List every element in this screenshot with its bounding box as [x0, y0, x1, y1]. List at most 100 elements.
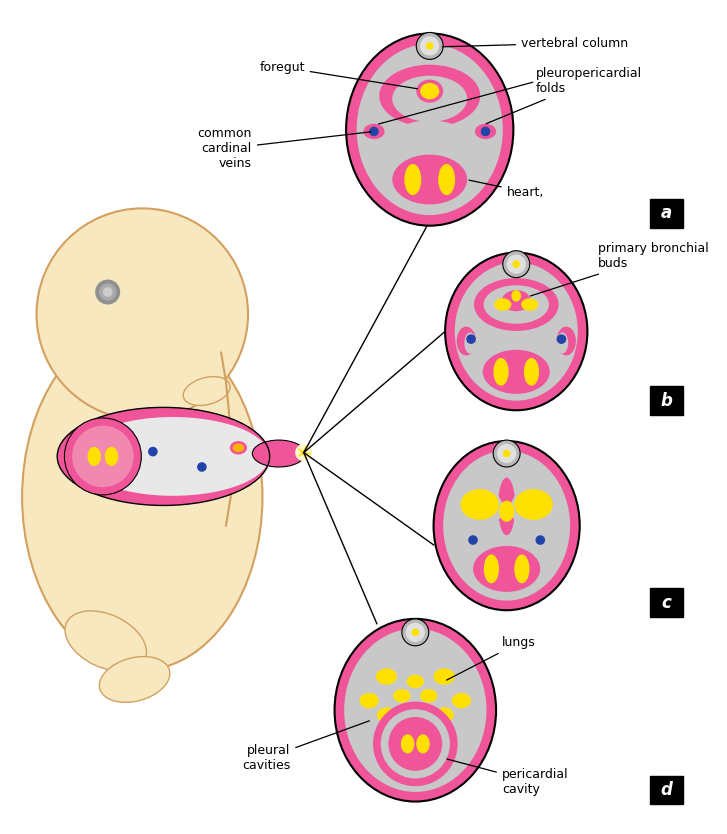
Circle shape [373, 701, 457, 786]
Ellipse shape [482, 349, 551, 394]
Ellipse shape [514, 555, 529, 583]
Circle shape [557, 334, 566, 344]
Text: pericardial
cavity: pericardial cavity [447, 759, 569, 796]
Circle shape [148, 447, 158, 456]
Ellipse shape [344, 629, 486, 792]
Ellipse shape [502, 459, 512, 466]
FancyBboxPatch shape [650, 198, 683, 228]
Ellipse shape [453, 487, 503, 530]
Ellipse shape [507, 530, 564, 564]
Ellipse shape [521, 299, 539, 311]
Circle shape [503, 450, 510, 457]
Ellipse shape [483, 285, 549, 324]
Ellipse shape [417, 79, 443, 103]
Circle shape [36, 208, 248, 420]
Ellipse shape [498, 478, 515, 535]
Ellipse shape [454, 262, 578, 400]
Ellipse shape [425, 33, 435, 41]
Ellipse shape [512, 269, 521, 277]
Text: pleuropericardial
folds: pleuropericardial folds [486, 68, 642, 123]
Ellipse shape [445, 253, 587, 410]
Circle shape [99, 284, 116, 301]
Ellipse shape [233, 444, 244, 452]
Ellipse shape [420, 83, 439, 99]
Ellipse shape [404, 164, 421, 195]
Circle shape [423, 39, 436, 53]
Ellipse shape [77, 417, 269, 496]
Ellipse shape [433, 668, 454, 685]
Text: vertebral column: vertebral column [442, 37, 628, 49]
Ellipse shape [364, 123, 385, 139]
Ellipse shape [65, 610, 147, 671]
Circle shape [103, 287, 113, 297]
Circle shape [536, 535, 545, 545]
Ellipse shape [557, 333, 569, 354]
Ellipse shape [524, 358, 539, 385]
Text: a: a [661, 204, 672, 222]
Ellipse shape [514, 489, 553, 520]
FancyBboxPatch shape [650, 386, 683, 415]
Circle shape [409, 626, 422, 639]
Circle shape [510, 258, 523, 271]
Text: heart,: heart, [469, 180, 544, 198]
Text: d: d [660, 781, 672, 799]
Circle shape [420, 37, 439, 56]
Ellipse shape [512, 290, 521, 302]
Ellipse shape [417, 42, 426, 50]
Circle shape [466, 334, 476, 344]
Ellipse shape [411, 620, 420, 627]
Circle shape [493, 440, 520, 467]
Ellipse shape [376, 668, 397, 685]
Ellipse shape [393, 76, 467, 122]
Ellipse shape [460, 489, 499, 520]
Ellipse shape [401, 734, 414, 753]
Circle shape [411, 629, 419, 636]
Ellipse shape [512, 252, 521, 259]
Ellipse shape [499, 500, 514, 522]
Ellipse shape [80, 362, 205, 440]
Text: c: c [662, 594, 671, 611]
Ellipse shape [510, 450, 520, 457]
Ellipse shape [449, 530, 507, 564]
Circle shape [72, 425, 134, 487]
Ellipse shape [494, 358, 509, 385]
Circle shape [197, 462, 206, 472]
Ellipse shape [420, 689, 438, 702]
Circle shape [402, 619, 429, 646]
Ellipse shape [360, 693, 379, 708]
Circle shape [503, 251, 530, 278]
Ellipse shape [494, 299, 512, 311]
Circle shape [426, 42, 433, 50]
Ellipse shape [457, 327, 476, 355]
Ellipse shape [520, 260, 530, 268]
Ellipse shape [557, 327, 576, 355]
Ellipse shape [433, 42, 443, 50]
Ellipse shape [472, 545, 542, 593]
Ellipse shape [510, 487, 561, 530]
Ellipse shape [377, 707, 396, 723]
Ellipse shape [87, 447, 101, 466]
Circle shape [468, 535, 478, 545]
Text: common
cardinal
veins: common cardinal veins [198, 128, 371, 170]
Ellipse shape [433, 441, 579, 610]
Ellipse shape [411, 637, 420, 645]
Ellipse shape [334, 619, 496, 801]
Ellipse shape [100, 656, 170, 702]
Ellipse shape [443, 450, 570, 600]
Ellipse shape [475, 123, 496, 139]
Circle shape [513, 260, 520, 268]
Circle shape [65, 418, 141, 495]
Ellipse shape [502, 290, 531, 311]
Circle shape [500, 447, 513, 460]
Circle shape [497, 444, 516, 463]
Circle shape [481, 127, 490, 136]
Circle shape [417, 33, 443, 59]
Ellipse shape [503, 260, 513, 268]
Text: b: b [660, 392, 672, 409]
Text: lungs: lungs [446, 636, 536, 680]
Circle shape [95, 279, 120, 304]
Ellipse shape [406, 675, 424, 688]
FancyBboxPatch shape [650, 776, 683, 805]
Circle shape [295, 444, 313, 461]
Circle shape [388, 717, 442, 771]
